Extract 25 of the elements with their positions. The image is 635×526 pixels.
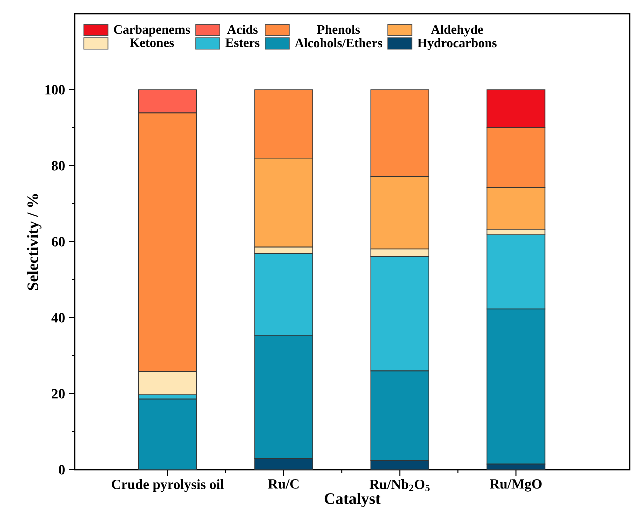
bar <box>486 308 546 465</box>
legend-label: Aldehyde <box>431 25 484 37</box>
y-axis-title: Selectivity / % <box>27 194 42 290</box>
legend-label: Carbapenems <box>114 25 190 37</box>
x-tick-label: Ru/Nb$_{2}$O$_{5}$ <box>370 480 430 492</box>
bar <box>254 335 314 459</box>
legend-label: Ketones <box>130 38 174 48</box>
y-tick-label: 80 <box>52 161 65 171</box>
y-tick-label: 0 <box>59 465 65 475</box>
legend-label: Hydrocarbons <box>418 38 497 50</box>
legend-label: Alcohols/Ethers <box>295 38 382 48</box>
y-tick-label: 20 <box>52 389 65 399</box>
y-tick-label: 60 <box>52 237 65 247</box>
legend-label: Esters <box>226 38 260 48</box>
bar <box>370 370 430 462</box>
x-tick-label: Ru/MgO <box>490 480 542 492</box>
x-axis-title: Catalyst <box>324 493 381 508</box>
bar <box>138 398 198 470</box>
x-tick-label: Crude pyrolysis oil <box>112 480 224 492</box>
y-tick-label: 100 <box>46 85 65 95</box>
legend-label: Acids <box>227 25 258 34</box>
bar <box>254 458 313 470</box>
x-tick-label: Ru/C <box>268 480 299 489</box>
y-tick-label: 40 <box>52 313 65 323</box>
legend-label: Phenols <box>317 25 360 34</box>
